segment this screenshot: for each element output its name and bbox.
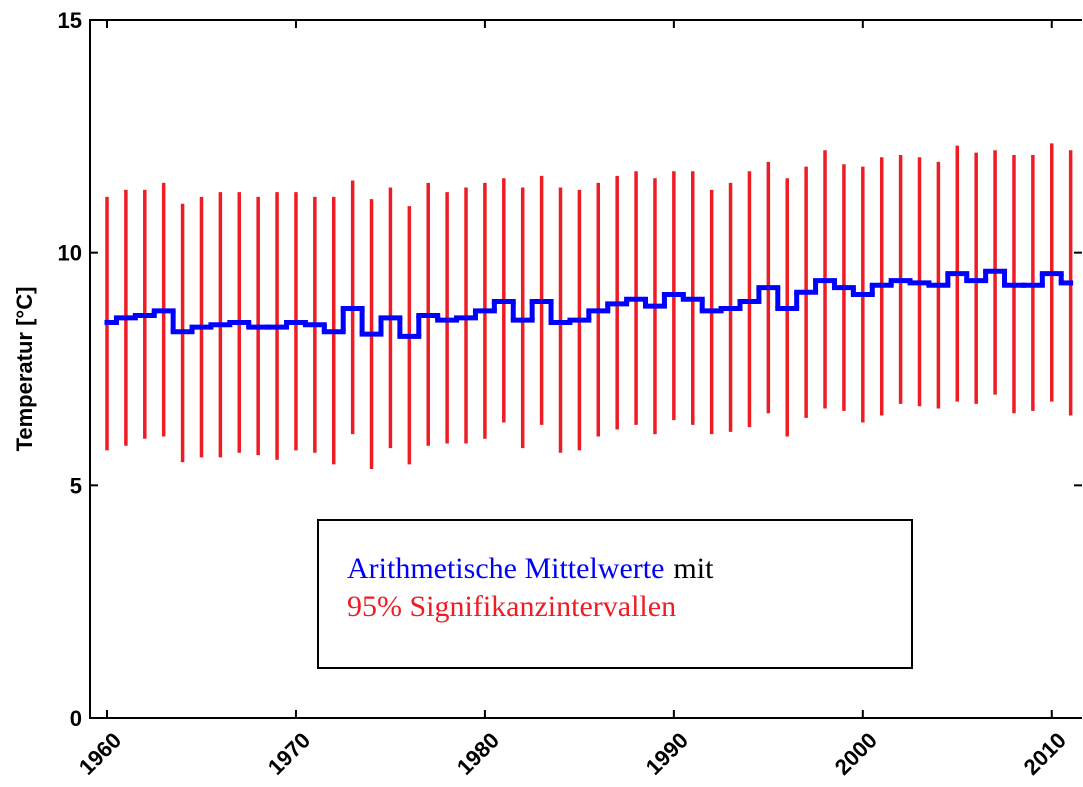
axis-frame [89,19,1082,719]
plot-area: 0 5 10 15 1960 1970 1980 1990 2000 2010 [58,8,1082,780]
y-tick-label: 5 [70,473,82,498]
x-tick-label: 1980 [452,728,504,780]
legend-box [317,519,913,669]
legend-entry: 95% Signifikanzintervallen [347,590,676,623]
x-tick-label: 1990 [641,728,693,780]
y-tick-label: 15 [58,8,82,33]
x-tick-label: 2010 [1019,728,1071,780]
y-tick-label: 10 [58,241,82,266]
y-tick-label: 0 [70,706,82,731]
x-tick-label: 2000 [830,728,882,780]
y-axis-label: Temperatur [°C] [12,287,37,452]
x-tick-label: 1960 [74,728,126,780]
legend-line-1: Arithmetische Mittelwerte mit [347,552,714,585]
x-tick-label: 1970 [263,728,315,780]
legend-entry: Arithmetische Mittelwerte [347,552,664,585]
legend-joiner: mit [673,552,714,585]
